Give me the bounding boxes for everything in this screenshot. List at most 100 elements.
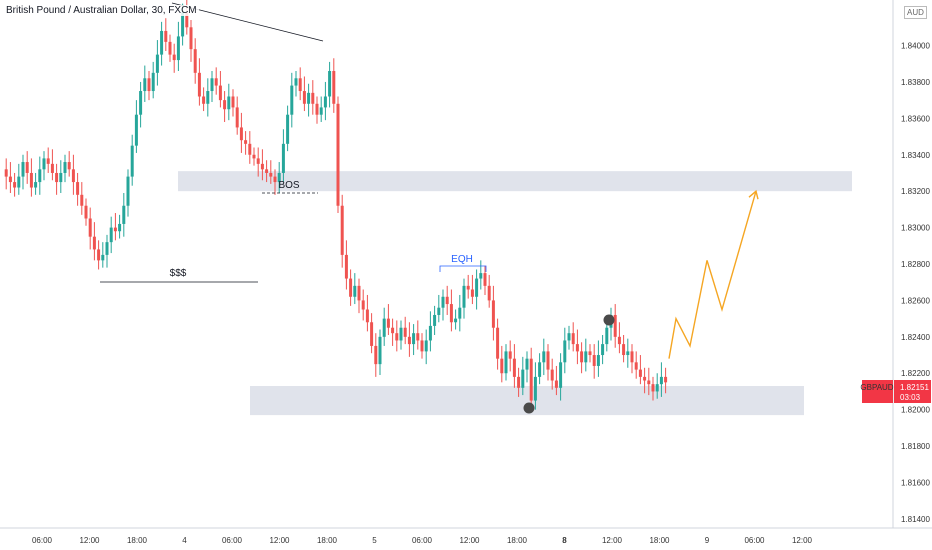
candle-body — [428, 325, 432, 341]
candle-body — [554, 380, 558, 388]
candle-body — [223, 100, 227, 110]
candle — [76, 172, 80, 206]
candle — [147, 71, 151, 101]
candles-layer — [4, 0, 668, 412]
candle — [323, 81, 327, 121]
candle-body — [470, 289, 474, 297]
candle — [454, 309, 458, 330]
candle-body — [378, 336, 382, 365]
candle — [475, 269, 479, 310]
candle-body — [424, 340, 428, 352]
candle — [21, 154, 25, 190]
candle — [260, 149, 264, 181]
candle-body — [235, 107, 239, 128]
badge-price-box — [894, 380, 931, 403]
candle-body — [4, 169, 8, 177]
badge-symbol: GBPAUD — [860, 383, 893, 392]
candle — [651, 376, 655, 401]
candle-body — [340, 205, 344, 255]
candle-body — [655, 384, 659, 392]
candle-body — [370, 322, 374, 346]
x-tick-label: 18:00 — [507, 536, 528, 545]
candle-body — [63, 162, 67, 173]
y-tick-label: 1.82800 — [901, 260, 930, 269]
candle-body — [71, 169, 75, 183]
candle — [105, 234, 109, 268]
eqh-label: EQH — [451, 254, 473, 265]
markers-layer — [523, 314, 615, 414]
candle — [580, 342, 584, 374]
candle — [50, 149, 54, 181]
candle — [155, 40, 159, 86]
candle-body — [311, 92, 315, 104]
candle-body — [521, 369, 525, 388]
candle — [336, 96, 340, 214]
candle — [500, 345, 504, 383]
y-tick-label: 1.82600 — [901, 296, 930, 305]
candle-body — [84, 205, 88, 219]
candle — [344, 240, 348, 290]
candle-body — [181, 12, 185, 37]
candle-body — [496, 327, 500, 359]
candle-body — [67, 162, 71, 170]
candle-body — [512, 358, 516, 377]
candle-body — [50, 163, 54, 173]
candle — [223, 91, 227, 122]
candle-body — [59, 172, 63, 183]
candle-body — [8, 176, 12, 183]
y-axis[interactable]: 1.84000 1.83800 1.83600 1.83400 1.83200 1.830… — [892, 0, 930, 528]
candle — [248, 131, 252, 164]
x-axis[interactable]: 06:00 12:00 18:00 4 06:00 12:00 18:00 5 06:00 12:… — [0, 527, 932, 545]
candle — [307, 83, 311, 117]
candle-body — [323, 96, 327, 108]
candle — [122, 192, 126, 237]
candle — [592, 344, 596, 379]
candle-body — [185, 12, 189, 28]
y-tick-label: 1.83200 — [901, 187, 930, 196]
y-tick-label: 1.83600 — [901, 114, 930, 123]
candle — [588, 344, 592, 363]
candle — [395, 320, 399, 352]
candle-body — [113, 227, 117, 232]
candle — [197, 58, 201, 106]
candle — [29, 158, 33, 197]
candle-body — [395, 333, 399, 341]
candle — [449, 289, 453, 332]
x-tick-label: 12:00 — [269, 536, 290, 545]
candle — [349, 269, 353, 306]
candle-body — [596, 355, 600, 366]
candle — [479, 260, 483, 290]
candle — [97, 240, 101, 270]
candle — [59, 160, 63, 193]
candle-body — [466, 285, 470, 290]
candle-body — [441, 296, 445, 308]
candle — [361, 289, 365, 321]
candle — [412, 324, 416, 356]
x-tick-label: 12:00 — [792, 536, 813, 545]
candle-body — [584, 351, 588, 363]
candle — [420, 333, 424, 359]
candle-body — [260, 163, 264, 170]
candle — [210, 71, 214, 102]
candle — [151, 61, 155, 99]
candle — [126, 169, 130, 217]
candle — [542, 338, 546, 376]
candle-body — [529, 358, 533, 401]
candle — [496, 318, 500, 370]
candle-body — [563, 340, 567, 363]
candle — [559, 353, 563, 401]
y-tick-label: 1.81400 — [901, 515, 930, 524]
candle — [399, 320, 403, 350]
candle-body — [239, 127, 243, 141]
candle-body — [202, 96, 206, 104]
candle-body — [483, 273, 487, 286]
candle — [273, 169, 277, 195]
candle — [445, 285, 449, 315]
candle-body — [433, 314, 437, 326]
badge-countdown: 03:03 — [900, 393, 921, 402]
candle — [25, 151, 29, 184]
x-tick-label: 12:00 — [602, 536, 623, 545]
candle-body — [647, 380, 651, 385]
candle — [101, 242, 105, 268]
